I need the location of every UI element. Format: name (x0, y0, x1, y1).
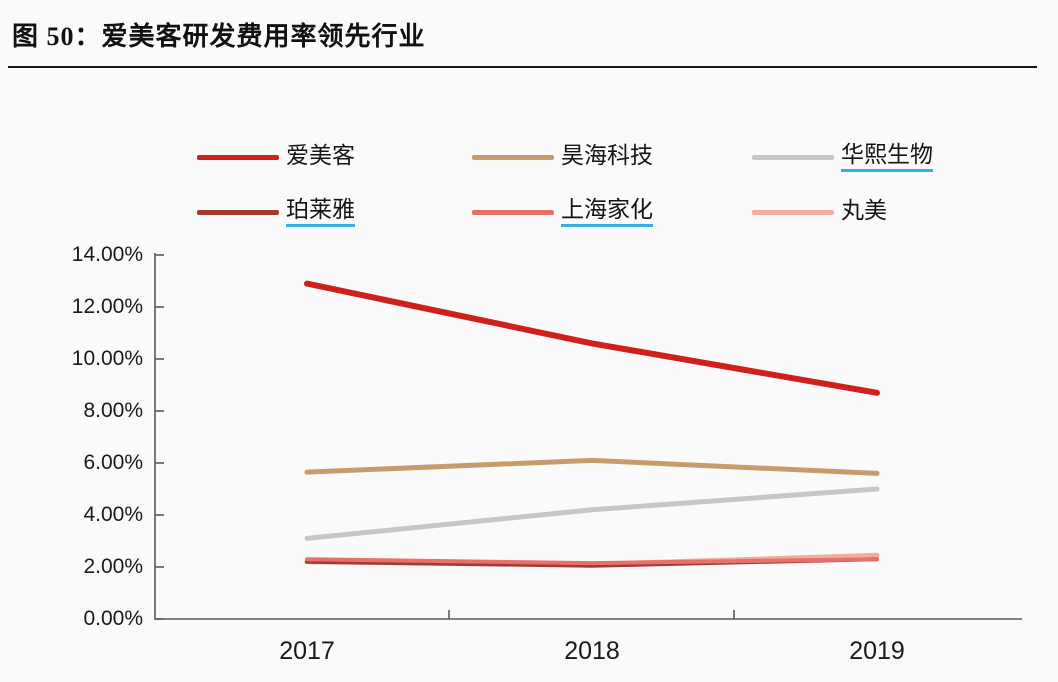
series-line-4 (305, 557, 879, 566)
title-divider (8, 66, 1037, 68)
y-tick-label: 4.00% (83, 503, 143, 526)
series-line-1 (304, 457, 880, 476)
legend-label: 丸美 (841, 197, 887, 224)
series-line-5 (304, 280, 880, 396)
x-tick-label: 2017 (279, 637, 335, 665)
x-tick-label: 2019 (849, 637, 905, 665)
legend-label: 上海家化 (561, 196, 653, 228)
x-tick-label: 2018 (564, 637, 620, 665)
legend-label: 昊海科技 (561, 142, 653, 169)
series-line-0 (304, 486, 880, 541)
legend-label: 华熙生物 (841, 141, 933, 173)
legend-item-marubi: 丸美 (752, 195, 887, 229)
y-tick-label: 14.00% (71, 243, 143, 266)
legend-item-aimeike: 爱美客 (197, 140, 355, 174)
y-tick-label: 8.00% (83, 399, 143, 422)
legend-line-swatch (752, 209, 834, 215)
y-tick-label: 12.00% (71, 295, 143, 318)
y-tick-label: 10.00% (71, 347, 143, 370)
legend-line-swatch (197, 209, 279, 215)
figure-title: 图 50：爱美客研发费用率领先行业 (12, 22, 426, 51)
legend-item-jahwa: 上海家化 (472, 195, 653, 229)
legend-line-swatch (472, 209, 554, 215)
legend-line-swatch (472, 154, 554, 160)
y-tick-label: 2.00% (83, 555, 143, 578)
legend-label: 爱美客 (286, 142, 355, 169)
y-tick-label: 0.00% (83, 607, 143, 630)
y-tick-label: 6.00% (83, 451, 143, 474)
legend-label: 珀莱雅 (286, 196, 355, 228)
legend-line-swatch (752, 154, 834, 160)
legend-item-haohai: 昊海科技 (472, 140, 653, 174)
legend-item-huaxi: 华熙生物 (752, 140, 933, 174)
legend-item-proya: 珀莱雅 (197, 195, 355, 229)
legend-line-swatch (197, 154, 279, 160)
